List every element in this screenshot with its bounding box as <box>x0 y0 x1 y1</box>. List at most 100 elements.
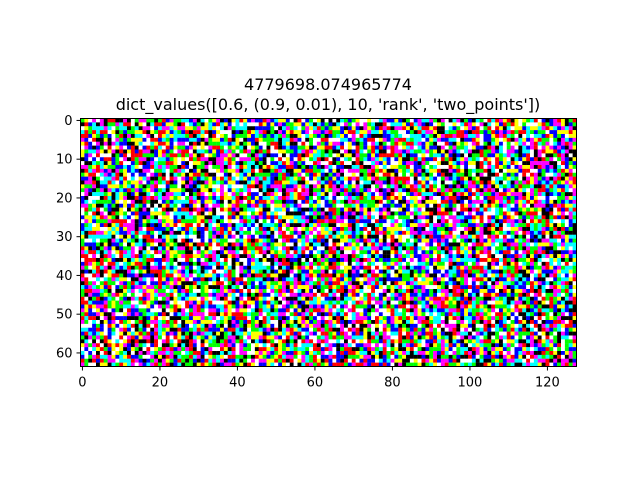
heatmap-cell <box>456 246 461 251</box>
heatmap-cell <box>537 172 542 177</box>
heatmap-cell <box>537 211 542 216</box>
heatmap-cell <box>518 227 523 232</box>
heatmap-cell <box>483 184 488 189</box>
heatmap-cell <box>212 126 217 131</box>
heatmap-cell <box>475 254 480 259</box>
heatmap-cell <box>487 134 492 139</box>
heatmap-cell <box>204 145 209 150</box>
heatmap-cell <box>130 199 135 204</box>
heatmap-cell <box>301 242 306 247</box>
heatmap-cell <box>169 172 174 177</box>
heatmap-cell <box>351 234 356 239</box>
heatmap-cell <box>243 211 248 216</box>
heatmap-cell <box>440 254 445 259</box>
heatmap-cell <box>177 141 182 146</box>
heatmap-cell <box>146 254 151 259</box>
heatmap-cell <box>258 188 263 193</box>
heatmap-cell <box>394 141 399 146</box>
heatmap-cell <box>514 223 519 228</box>
heatmap-cell <box>460 211 465 216</box>
heatmap-cell <box>282 134 287 139</box>
heatmap-cell <box>568 188 573 193</box>
heatmap-cell <box>522 215 527 220</box>
heatmap-cell <box>266 137 271 142</box>
heatmap-cell <box>444 230 449 235</box>
heatmap-cell <box>363 168 368 173</box>
heatmap-cell <box>235 122 240 127</box>
heatmap-cell <box>103 161 108 166</box>
heatmap-cell <box>80 153 85 158</box>
heatmap-cell <box>502 207 507 212</box>
heatmap-cell <box>169 258 174 263</box>
heatmap-cell <box>324 141 329 146</box>
heatmap-cell <box>390 188 395 193</box>
heatmap-cell <box>289 149 294 154</box>
heatmap-cell <box>328 141 333 146</box>
heatmap-cell <box>351 219 356 224</box>
heatmap-cell <box>262 196 267 201</box>
heatmap-cell <box>398 161 403 166</box>
heatmap-cell <box>541 172 546 177</box>
heatmap-cell <box>316 254 321 259</box>
heatmap-cell <box>440 215 445 220</box>
heatmap-cell <box>351 207 356 212</box>
heatmap-cell <box>510 261 515 266</box>
heatmap-cell <box>251 161 256 166</box>
heatmap-cell <box>223 250 228 255</box>
heatmap-cell <box>196 211 201 216</box>
heatmap-cell <box>173 180 178 185</box>
heatmap-cell <box>119 122 124 127</box>
heatmap-cell <box>367 122 372 127</box>
heatmap-cell <box>239 246 244 251</box>
heatmap-cell <box>212 153 217 158</box>
heatmap-cell <box>231 180 236 185</box>
heatmap-cell <box>192 196 197 201</box>
heatmap-cell <box>568 157 573 162</box>
heatmap-cell <box>285 203 290 208</box>
heatmap-cell <box>169 196 174 201</box>
heatmap-cell <box>239 215 244 220</box>
heatmap-cell <box>181 126 186 131</box>
heatmap-cell <box>409 122 414 127</box>
heatmap-cell <box>262 227 267 232</box>
heatmap-cell <box>483 130 488 135</box>
heatmap-cell <box>239 250 244 255</box>
heatmap-cell <box>227 176 232 181</box>
heatmap-cell <box>169 141 174 146</box>
heatmap-cell <box>526 211 531 216</box>
heatmap-cell <box>216 118 221 123</box>
heatmap-cell <box>262 188 267 193</box>
heatmap-cell <box>231 199 236 204</box>
heatmap-cell <box>235 176 240 181</box>
heatmap-cell <box>243 196 248 201</box>
heatmap-cell <box>200 258 205 263</box>
heatmap-cell <box>196 265 201 270</box>
heatmap-cell <box>204 254 209 259</box>
heatmap-cell <box>421 246 426 251</box>
heatmap-cell <box>510 250 515 255</box>
heatmap-cell <box>258 122 263 127</box>
heatmap-cell <box>92 269 97 274</box>
heatmap-cell <box>394 161 399 166</box>
heatmap-cell <box>502 258 507 263</box>
heatmap-cell <box>239 157 244 162</box>
heatmap-cell <box>134 153 139 158</box>
heatmap-cell <box>134 250 139 255</box>
heatmap-cell <box>142 223 147 228</box>
heatmap-cell <box>278 180 283 185</box>
heatmap-cell <box>158 130 163 135</box>
heatmap-cell <box>487 250 492 255</box>
heatmap-cell <box>223 149 228 154</box>
heatmap-cell <box>553 223 558 228</box>
heatmap-cell <box>394 149 399 154</box>
heatmap-cell <box>464 168 469 173</box>
heatmap-cell <box>355 145 360 150</box>
heatmap-cell <box>189 227 194 232</box>
heatmap-cell <box>344 230 349 235</box>
heatmap-cell <box>433 258 438 263</box>
heatmap-cell <box>293 203 298 208</box>
heatmap-cell <box>239 227 244 232</box>
heatmap-cell <box>371 254 376 259</box>
heatmap-cell <box>196 242 201 247</box>
heatmap-cell <box>239 137 244 142</box>
